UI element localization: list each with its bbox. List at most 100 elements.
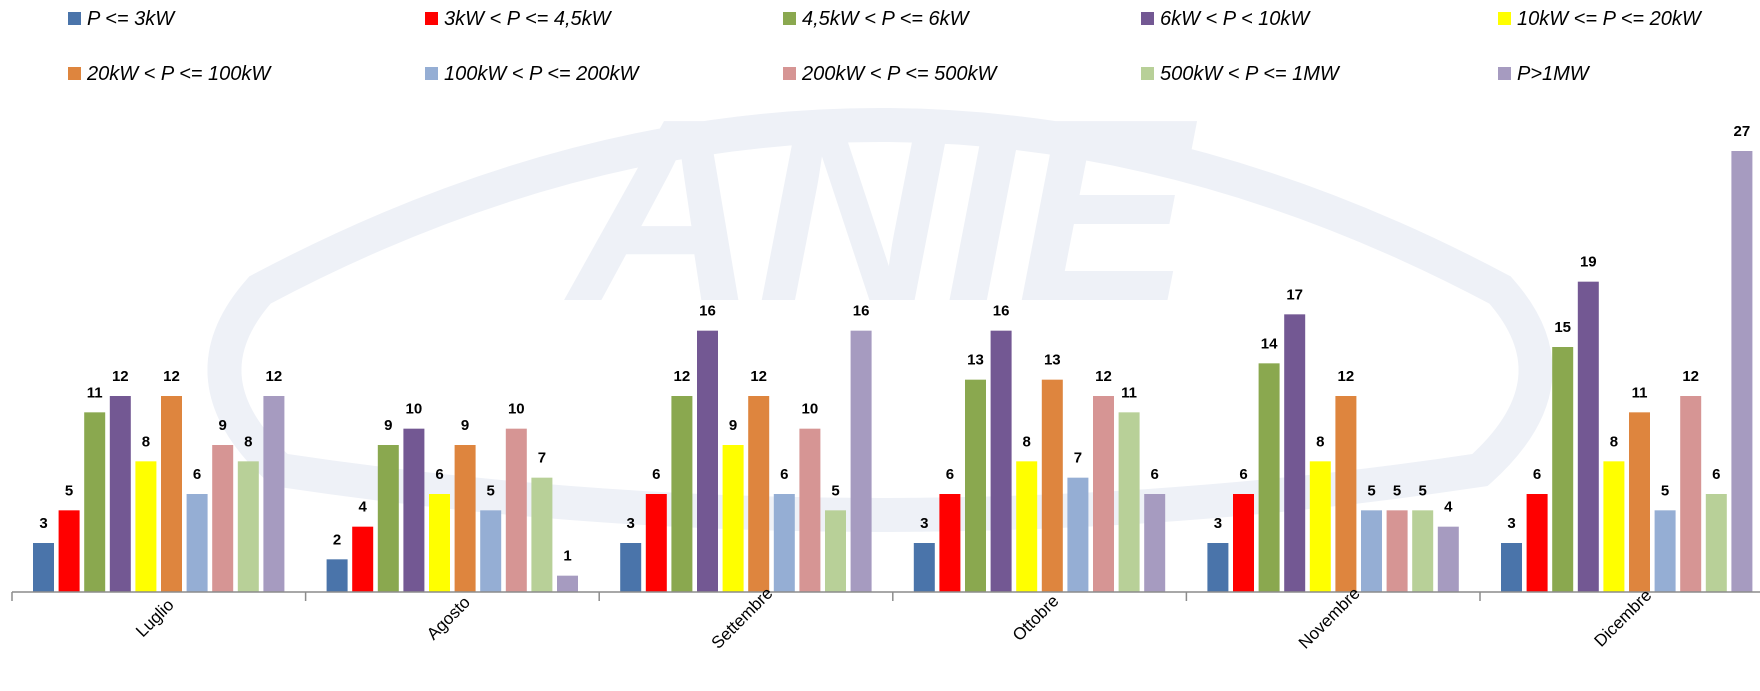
legend-label-500kw-p-1mw: 500kW < P <= 1MW	[1160, 63, 1341, 85]
legend-swatch-4-5kw-p-6kw	[783, 12, 796, 25]
bar-settembre-100kw-p-200kw	[773, 494, 795, 592]
legend-label-20kw-p-100kw: 20kW < P <= 100kW	[86, 63, 272, 85]
bar-luglio-p-3kw	[33, 543, 54, 592]
data-label-ottobre-3kw-p-4-5kw: 6	[946, 466, 954, 483]
legend-swatch-500kw-p-1mw	[1141, 67, 1154, 80]
data-label-settembre-500kw-p-1mw: 5	[831, 482, 839, 499]
bar-settembre-500kw-p-1mw	[825, 510, 846, 592]
legend-swatch-3kw-p-4-5kw	[425, 12, 438, 25]
data-label-novembre-3kw-p-4-5kw: 6	[1239, 466, 1247, 483]
bar-novembre-500kw-p-1mw	[1412, 510, 1434, 592]
bar-settembre-200kw-p-500kw	[799, 428, 821, 592]
bar-settembre-4-5kw-p-6kw	[671, 396, 693, 592]
data-label-settembre-p-3kw: 3	[627, 515, 635, 532]
data-label-novembre-200kw-p-500kw: 5	[1393, 482, 1401, 499]
data-label-luglio-3kw-p-4-5kw: 5	[65, 482, 73, 499]
bar-luglio-10kw-p-20kw	[135, 461, 157, 592]
legend-swatch-p-3kw	[68, 12, 81, 25]
bar-dicembre-3kw-p-4-5kw	[1526, 494, 1548, 592]
bar-ottobre-4-5kw-p-6kw	[965, 379, 986, 592]
data-label-agosto-3kw-p-4-5kw: 4	[359, 499, 368, 516]
data-label-settembre-6kw-p-10kw: 16	[699, 303, 716, 320]
data-label-ottobre-100kw-p-200kw: 7	[1074, 450, 1082, 467]
legend-swatch-20kw-p-100kw	[68, 67, 81, 80]
bar-settembre-3kw-p-4-5kw	[645, 494, 667, 592]
legend-swatch-200kw-p-500kw	[783, 67, 796, 80]
bar-dicembre-p-1mw	[1731, 151, 1753, 592]
bar-agosto-200kw-p-500kw	[505, 428, 527, 592]
watermark-text: ANIE	[561, 66, 1200, 356]
x-tick-label-dicembre: Dicembre	[1590, 586, 1655, 651]
bar-luglio-200kw-p-500kw	[212, 445, 234, 592]
bar-novembre-3kw-p-4-5kw	[1233, 494, 1254, 592]
bar-novembre-100kw-p-200kw	[1361, 510, 1382, 592]
bar-dicembre-4-5kw-p-6kw	[1552, 347, 1574, 592]
data-label-agosto-200kw-p-500kw: 10	[508, 401, 525, 418]
data-label-ottobre-p-1mw: 6	[1151, 466, 1159, 483]
data-label-novembre-6kw-p-10kw: 17	[1286, 286, 1303, 303]
bar-dicembre-p-3kw	[1501, 543, 1522, 592]
bar-novembre-p-3kw	[1207, 543, 1229, 592]
legend-label-200kw-p-500kw: 200kW < P <= 500kW	[801, 63, 998, 85]
data-label-dicembre-p-3kw: 3	[1507, 515, 1515, 532]
data-label-dicembre-6kw-p-10kw: 19	[1580, 254, 1597, 271]
data-label-dicembre-20kw-p-100kw: 11	[1632, 384, 1648, 401]
bar-dicembre-500kw-p-1mw	[1705, 494, 1727, 592]
bar-ottobre-20kw-p-100kw	[1041, 379, 1063, 592]
data-label-agosto-4-5kw-p-6kw: 9	[384, 417, 392, 434]
data-label-settembre-10kw-p-20kw: 9	[729, 417, 737, 434]
bar-agosto-3kw-p-4-5kw	[352, 526, 374, 592]
bar-luglio-500kw-p-1mw	[237, 461, 259, 592]
bar-agosto-p-3kw	[326, 559, 348, 592]
data-label-agosto-6kw-p-10kw: 10	[406, 401, 423, 418]
bar-novembre-p-1mw	[1437, 526, 1459, 592]
data-label-settembre-200kw-p-500kw: 10	[802, 401, 819, 418]
bar-ottobre-p-3kw	[913, 543, 935, 592]
legend-label-10kw-p-20kw: 10kW <= P <= 20kW	[1517, 8, 1703, 30]
x-axis: Luglio Agosto Settembre Ottobre Novembre Dice…	[11, 584, 1760, 653]
data-label-ottobre-p-3kw: 3	[920, 515, 928, 532]
legend-label-p-1mw: P>1MW	[1517, 63, 1591, 85]
legend-label-p-3kw: P <= 3kW	[87, 8, 176, 30]
chart-legend: P <= 3kW 3kW < P <= 4,5kW 4,5kW < P <= 6kW…	[68, 8, 1703, 85]
bar-novembre-6kw-p-10kw	[1284, 314, 1306, 592]
bar-dicembre-20kw-p-100kw	[1629, 412, 1650, 592]
data-label-agosto-100kw-p-200kw: 5	[487, 482, 495, 499]
x-tick-label-agosto: Agosto	[423, 593, 474, 644]
data-label-ottobre-10kw-p-20kw: 8	[1023, 433, 1031, 450]
bar-luglio-100kw-p-200kw	[186, 494, 208, 592]
bar-ottobre-p-1mw	[1144, 494, 1166, 592]
data-label-agosto-20kw-p-100kw: 9	[461, 417, 469, 434]
bar-luglio-6kw-p-10kw	[109, 396, 131, 592]
data-label-agosto-p-3kw: 2	[333, 531, 341, 548]
data-label-ottobre-4-5kw-p-6kw: 13	[967, 352, 984, 369]
data-label-luglio-500kw-p-1mw: 8	[244, 433, 252, 450]
x-tick-label-ottobre: Ottobre	[1009, 591, 1063, 645]
data-label-ottobre-6kw-p-10kw: 16	[993, 303, 1010, 320]
bar-novembre-4-5kw-p-6kw	[1258, 363, 1280, 592]
bar-settembre-6kw-p-10kw	[697, 330, 718, 592]
data-label-dicembre-500kw-p-1mw: 6	[1712, 466, 1720, 483]
bar-settembre-p-1mw	[850, 330, 872, 592]
data-label-settembre-20kw-p-100kw: 12	[750, 368, 767, 385]
bar-agosto-20kw-p-100kw	[454, 445, 476, 592]
data-label-luglio-p-3kw: 3	[39, 515, 47, 532]
legend-swatch-p-1mw	[1498, 67, 1511, 80]
x-tick-label-novembre: Novembre	[1295, 584, 1364, 653]
value-labels-group: 3511128126981224910695107136121691261051…	[39, 123, 1750, 565]
x-tick-label-luglio: Luglio	[132, 595, 178, 641]
legend-label-100kw-p-200kw: 100kW < P <= 200kW	[444, 63, 640, 85]
data-label-dicembre-200kw-p-500kw: 12	[1682, 368, 1699, 385]
bar-dicembre-200kw-p-500kw	[1680, 396, 1702, 592]
bar-settembre-20kw-p-100kw	[748, 396, 770, 592]
data-label-settembre-4-5kw-p-6kw: 12	[674, 368, 691, 385]
bar-agosto-10kw-p-20kw	[429, 494, 450, 592]
bar-ottobre-200kw-p-500kw	[1093, 396, 1114, 592]
bar-agosto-4-5kw-p-6kw	[377, 445, 399, 592]
bars-group	[33, 151, 1753, 592]
bar-dicembre-10kw-p-20kw	[1603, 461, 1625, 592]
data-label-settembre-3kw-p-4-5kw: 6	[652, 466, 660, 483]
bar-ottobre-3kw-p-4-5kw	[939, 494, 961, 592]
data-label-ottobre-20kw-p-100kw: 13	[1044, 352, 1061, 369]
